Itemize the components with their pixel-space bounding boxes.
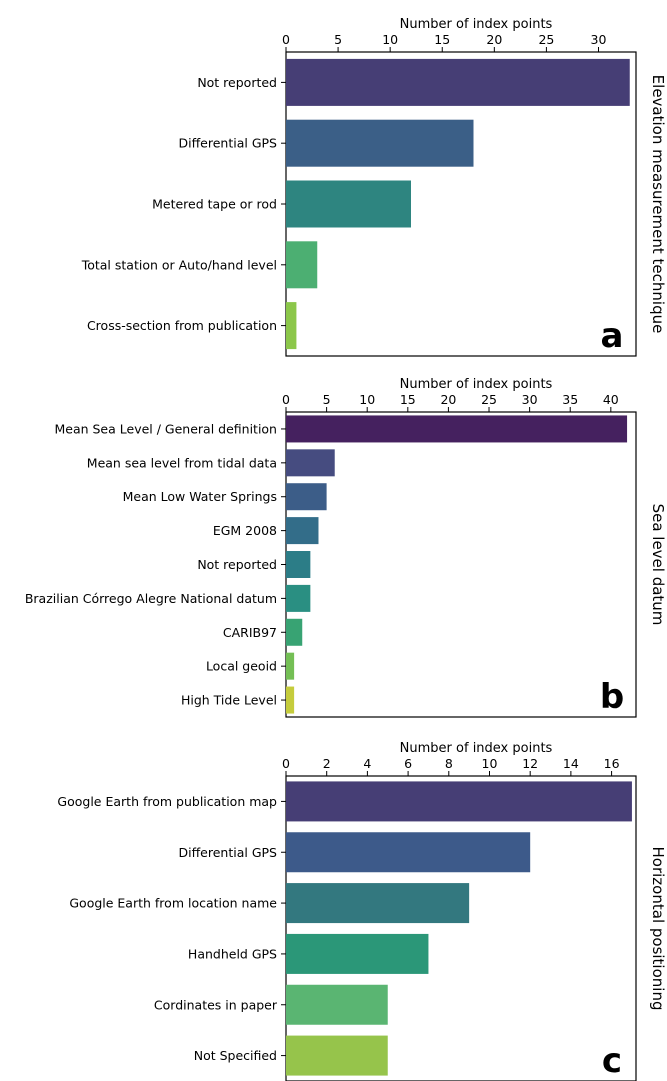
x-axis-title: Number of index points <box>400 741 553 756</box>
x-tick-label: 4 <box>363 756 371 771</box>
bar <box>286 180 411 228</box>
category-label: Mean Sea Level / General definition <box>54 421 277 436</box>
panel-letter: b <box>600 677 624 717</box>
x-tick-label: 30 <box>522 392 538 407</box>
panel-letter: c <box>602 1041 622 1081</box>
x-tick-label: 6 <box>404 756 412 771</box>
bar <box>286 415 628 443</box>
bar <box>286 119 474 167</box>
x-tick-label: 2 <box>323 756 331 771</box>
category-label: Google Earth from location name <box>69 896 277 911</box>
bar <box>286 241 318 289</box>
x-tick-label: 12 <box>522 756 538 771</box>
x-tick-label: 30 <box>591 32 607 47</box>
category-label: Handheld GPS <box>188 946 277 961</box>
side-label: Horizontal positioning <box>649 847 667 1011</box>
category-label: Cross-section from publication <box>87 318 277 333</box>
bar <box>286 686 295 714</box>
category-label: Mean Low Water Springs <box>123 489 277 504</box>
bar <box>286 58 630 106</box>
panel-b: 0 5 10 15 20 25 30 35 40 Number of index points Me… <box>25 377 667 718</box>
x-tick-label: 10 <box>482 756 498 771</box>
bar <box>286 584 311 612</box>
category-label: Differential GPS <box>178 136 277 151</box>
bar <box>286 883 470 924</box>
bar <box>286 517 319 545</box>
x-tick-label: 40 <box>603 392 619 407</box>
x-tick-label: 35 <box>562 392 578 407</box>
x-tick-label: 25 <box>538 32 554 47</box>
category-label: Local geoid <box>206 659 277 674</box>
category-label: Not reported <box>197 75 277 90</box>
category-label: Google Earth from publication map <box>57 794 277 809</box>
bar <box>286 551 311 578</box>
category-label: Metered tape or rod <box>152 197 277 212</box>
x-tick-label: 15 <box>434 32 450 47</box>
x-tick-label: 10 <box>382 32 398 47</box>
x-tick-label: 5 <box>323 392 331 407</box>
panel-c: 0 2 4 6 8 10 12 14 16 Number of index points Googl… <box>57 741 667 1081</box>
x-tick-label: 0 <box>282 392 290 407</box>
bar <box>286 832 531 873</box>
category-label: Differential GPS <box>178 845 277 860</box>
x-tick-label: 20 <box>486 32 502 47</box>
category-label: Total station or Auto/hand level <box>81 257 277 272</box>
x-tick-label: 0 <box>282 756 290 771</box>
category-label: EGM 2008 <box>213 523 277 538</box>
plot-frame <box>285 411 637 718</box>
x-tick-label: 20 <box>440 392 456 407</box>
x-tick-label: 25 <box>481 392 497 407</box>
category-label: CARIB97 <box>223 625 277 640</box>
x-axis-title: Number of index points <box>400 377 553 392</box>
side-label: Elevation measurement technique <box>649 75 667 334</box>
bar <box>286 449 335 477</box>
bar <box>286 984 388 1025</box>
bar <box>286 1035 388 1076</box>
category-label: High Tide Level <box>181 693 277 708</box>
bar <box>286 483 327 511</box>
bar <box>286 933 429 974</box>
bar <box>286 652 295 680</box>
x-tick-label: 10 <box>359 392 375 407</box>
category-label: Cordinates in paper <box>154 997 278 1012</box>
bar <box>286 781 632 822</box>
x-tick-label: 0 <box>282 32 290 47</box>
category-label: Not reported <box>197 557 277 572</box>
x-tick-label: 15 <box>400 392 416 407</box>
panel-a: 0 5 10 15 20 25 30 Number of index points Not re… <box>81 17 667 357</box>
side-label: Sea level datum <box>649 504 667 626</box>
x-axis-title: Number of index points <box>400 17 553 32</box>
category-label: Not Specified <box>194 1048 277 1063</box>
category-label: Brazilian Córrego Alegre National datum <box>25 591 277 606</box>
x-tick-label: 5 <box>334 32 342 47</box>
panel-letter: a <box>601 316 624 356</box>
x-tick-label: 14 <box>563 756 579 771</box>
x-tick-label: 16 <box>604 756 620 771</box>
plot-frame <box>285 775 637 1081</box>
bar <box>286 618 303 646</box>
bar <box>286 302 297 350</box>
category-label: Mean sea level from tidal data <box>87 455 277 470</box>
x-tick-label: 8 <box>445 756 453 771</box>
